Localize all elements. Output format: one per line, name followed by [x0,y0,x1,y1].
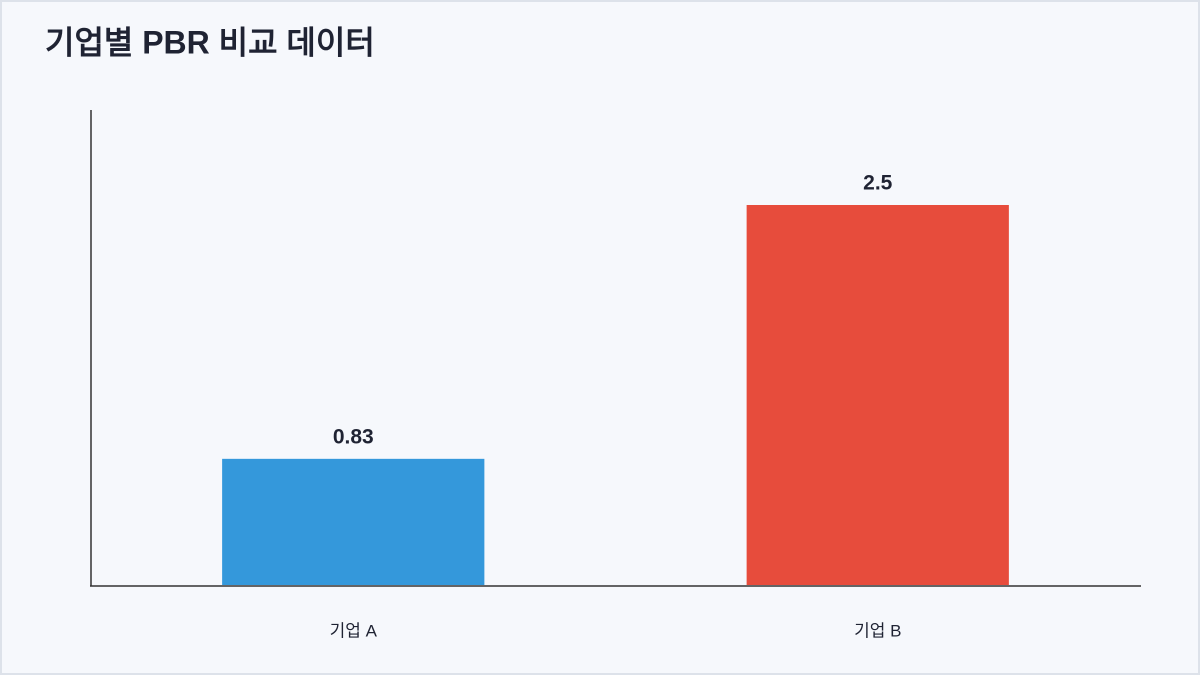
data-label: 0.83 [333,425,374,448]
bar [746,205,1009,585]
chart-title: 기업별 PBR 비교 데이터 [45,24,375,60]
x-tick-label: 기업 B [854,621,901,640]
data-label: 2.5 [863,172,893,195]
x-tick-label: 기업 A [330,621,378,640]
bar [222,458,485,585]
